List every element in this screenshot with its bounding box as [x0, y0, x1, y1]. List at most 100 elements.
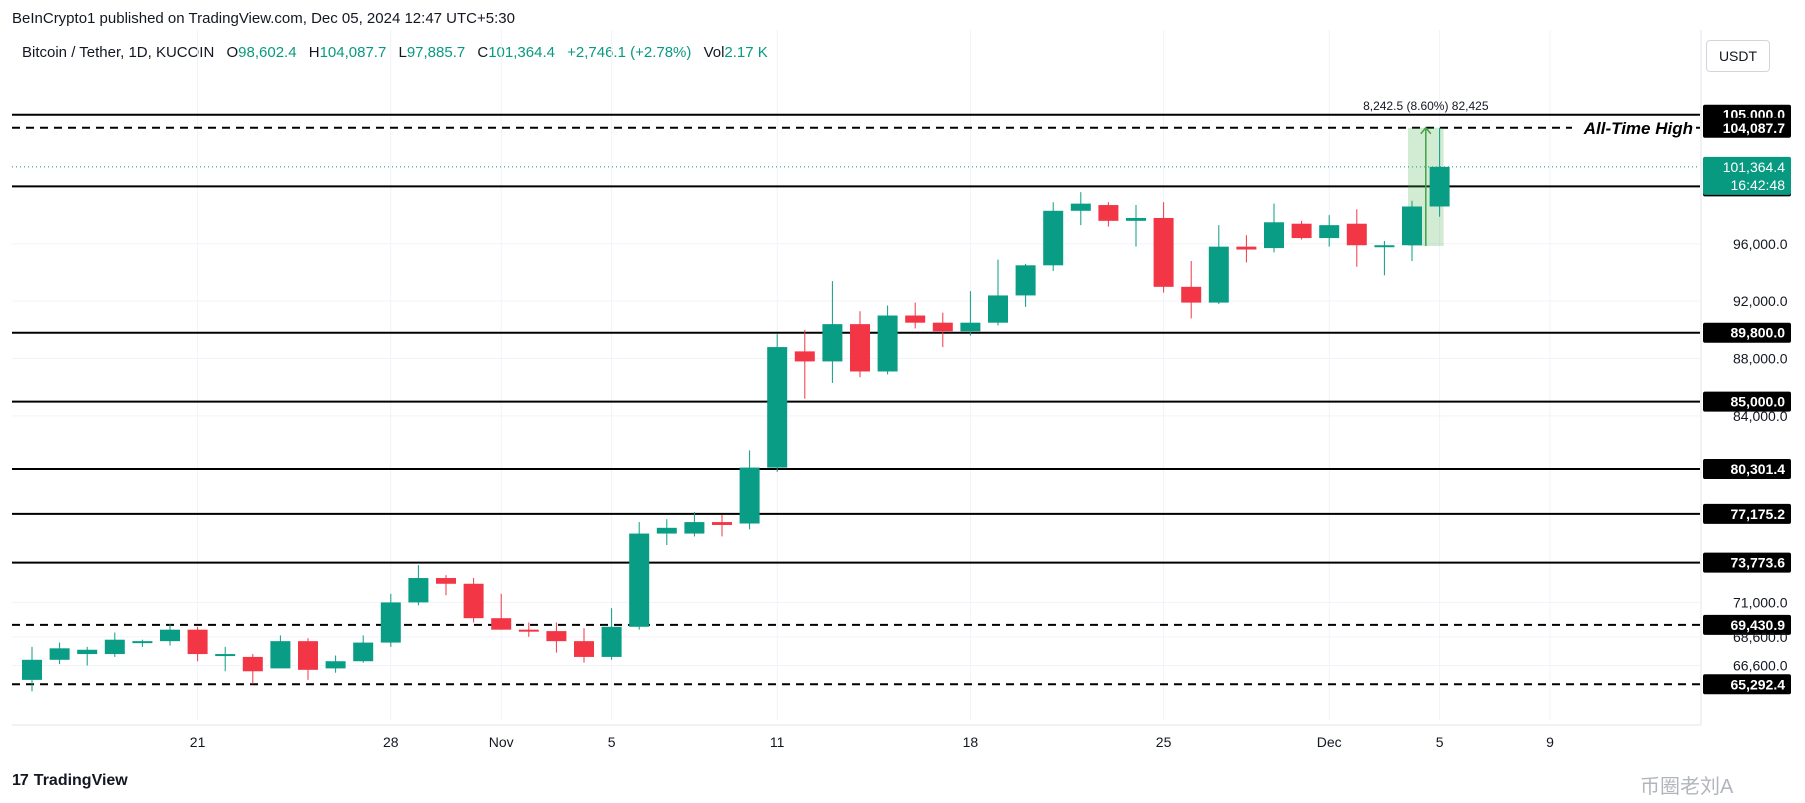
x-tick-label: 5 [1436, 734, 1444, 750]
level-tag-text: 85,000.0 [1731, 394, 1786, 410]
candle [518, 622, 539, 637]
level-price-tag: 77,175.2 [1703, 503, 1791, 524]
y-tick-label: 71,000.0 [1733, 594, 1788, 610]
tradingview-logo-text: TradingView [33, 772, 128, 789]
candle [1181, 261, 1202, 319]
candle [187, 626, 208, 662]
measure-arrow-head [1420, 126, 1432, 135]
candle [739, 450, 760, 530]
level-tag-text: 73,773.6 [1731, 555, 1786, 571]
y-tick-label: 92,000.0 [1733, 293, 1788, 309]
candle [463, 578, 484, 623]
x-tick-label: 5 [608, 734, 616, 750]
y-tick-label: 88,000.0 [1733, 351, 1788, 367]
candle [242, 654, 263, 685]
candle [1291, 220, 1312, 240]
tradingview-logo[interactable]: 17 TradingView [12, 772, 128, 790]
level-price-tag: 85,000.0 [1703, 391, 1791, 412]
candle [1070, 192, 1091, 226]
change-value: +2,746.1 (+2.78%) [567, 44, 692, 61]
candle [1402, 200, 1422, 262]
candle-body [794, 351, 815, 362]
candle [712, 514, 732, 537]
volume-label: Vol [703, 44, 725, 61]
level-price-tag: 104,087.7 [1703, 117, 1791, 138]
measure-tool: 8,242.5 (8.60%) 82,425 [1363, 99, 1489, 247]
candle-body [1015, 265, 1036, 296]
low-label: L [398, 44, 407, 61]
candle [104, 632, 125, 657]
candle [1264, 203, 1284, 253]
candle-body [187, 629, 208, 655]
watermark: 币圈老刘A [1640, 776, 1734, 798]
level-tag-bg [1703, 322, 1791, 343]
candle-body [353, 642, 374, 662]
level-tag-bg [1703, 552, 1791, 573]
candle [601, 608, 622, 660]
ath-annotation: All-Time High [1583, 119, 1693, 138]
countdown-timer: 16:42:48 [1731, 177, 1786, 193]
candle [215, 646, 236, 672]
candle-body [1236, 246, 1257, 250]
y-tick-label: 84,000.0 [1733, 408, 1788, 424]
symbol-info-bar: Bitcoin / Tether, 1D, KUCOIN O98,602.4 H… [22, 44, 768, 61]
candle-body [1043, 210, 1064, 266]
candle-body [1070, 203, 1091, 211]
candle [325, 655, 346, 673]
candle-body [1153, 217, 1174, 287]
candle [77, 646, 98, 666]
x-tick-label: 9 [1546, 734, 1554, 750]
x-tick-label: Nov [489, 734, 514, 750]
candle-body [132, 641, 153, 644]
level-tag-text: 77,175.2 [1731, 506, 1786, 522]
annotation-bg [1572, 116, 1696, 139]
candle [546, 622, 567, 653]
candle-body [215, 654, 236, 657]
low-value: 97,885.7 [406, 44, 466, 61]
candle [1153, 202, 1174, 293]
candle [1098, 202, 1119, 227]
level-price-tag: 89,800.0 [1703, 322, 1791, 343]
publisher-caption: BeInCrypto1 published on TradingView.com… [12, 10, 515, 27]
candle-body [767, 347, 788, 468]
candle [380, 593, 401, 647]
x-tick-label: Dec [1317, 734, 1342, 750]
level-price-tag: 73,773.6 [1703, 552, 1791, 573]
candle-body [574, 641, 594, 657]
high-label: H [308, 44, 320, 61]
candle-body [518, 629, 539, 632]
candles [22, 127, 1450, 692]
candle-body [684, 522, 705, 534]
candle [794, 329, 815, 399]
level-tag-text: 89,800.0 [1731, 325, 1786, 341]
candle-body [601, 626, 622, 657]
candle-body [49, 648, 70, 660]
candle [160, 623, 180, 646]
candle-body [656, 527, 677, 534]
level-tag-text: 104,087.7 [1723, 120, 1785, 136]
candle [905, 302, 926, 329]
candle-body [463, 583, 484, 619]
candle-body [1264, 222, 1284, 249]
x-tick-label: 11 [770, 734, 785, 750]
level-price-tag: 65,292.4 [1703, 674, 1791, 695]
candle [22, 646, 42, 692]
level-price-tag: 69,430.9 [1703, 614, 1791, 635]
currency-selector[interactable]: USDT [1706, 40, 1770, 72]
candle-body [1291, 223, 1312, 239]
candle-body [1181, 286, 1202, 303]
measure-label: 8,242.5 (8.60%) 82,425 [1363, 99, 1489, 113]
level-price-tag: 80,301.4 [1703, 458, 1791, 479]
symbol-name[interactable]: Bitcoin / Tether, 1D, KUCOIN [22, 44, 215, 61]
candle [491, 593, 512, 630]
last-price-tag: 101,364.4 16:42:48 [1703, 156, 1791, 195]
x-tick-label: 21 [190, 734, 206, 750]
candle [1236, 235, 1257, 263]
candle [960, 291, 981, 336]
candle-body [1374, 245, 1395, 248]
candle-body [380, 602, 401, 643]
candle [988, 259, 1008, 326]
last-price-value: 101,364.4 [1723, 159, 1785, 175]
